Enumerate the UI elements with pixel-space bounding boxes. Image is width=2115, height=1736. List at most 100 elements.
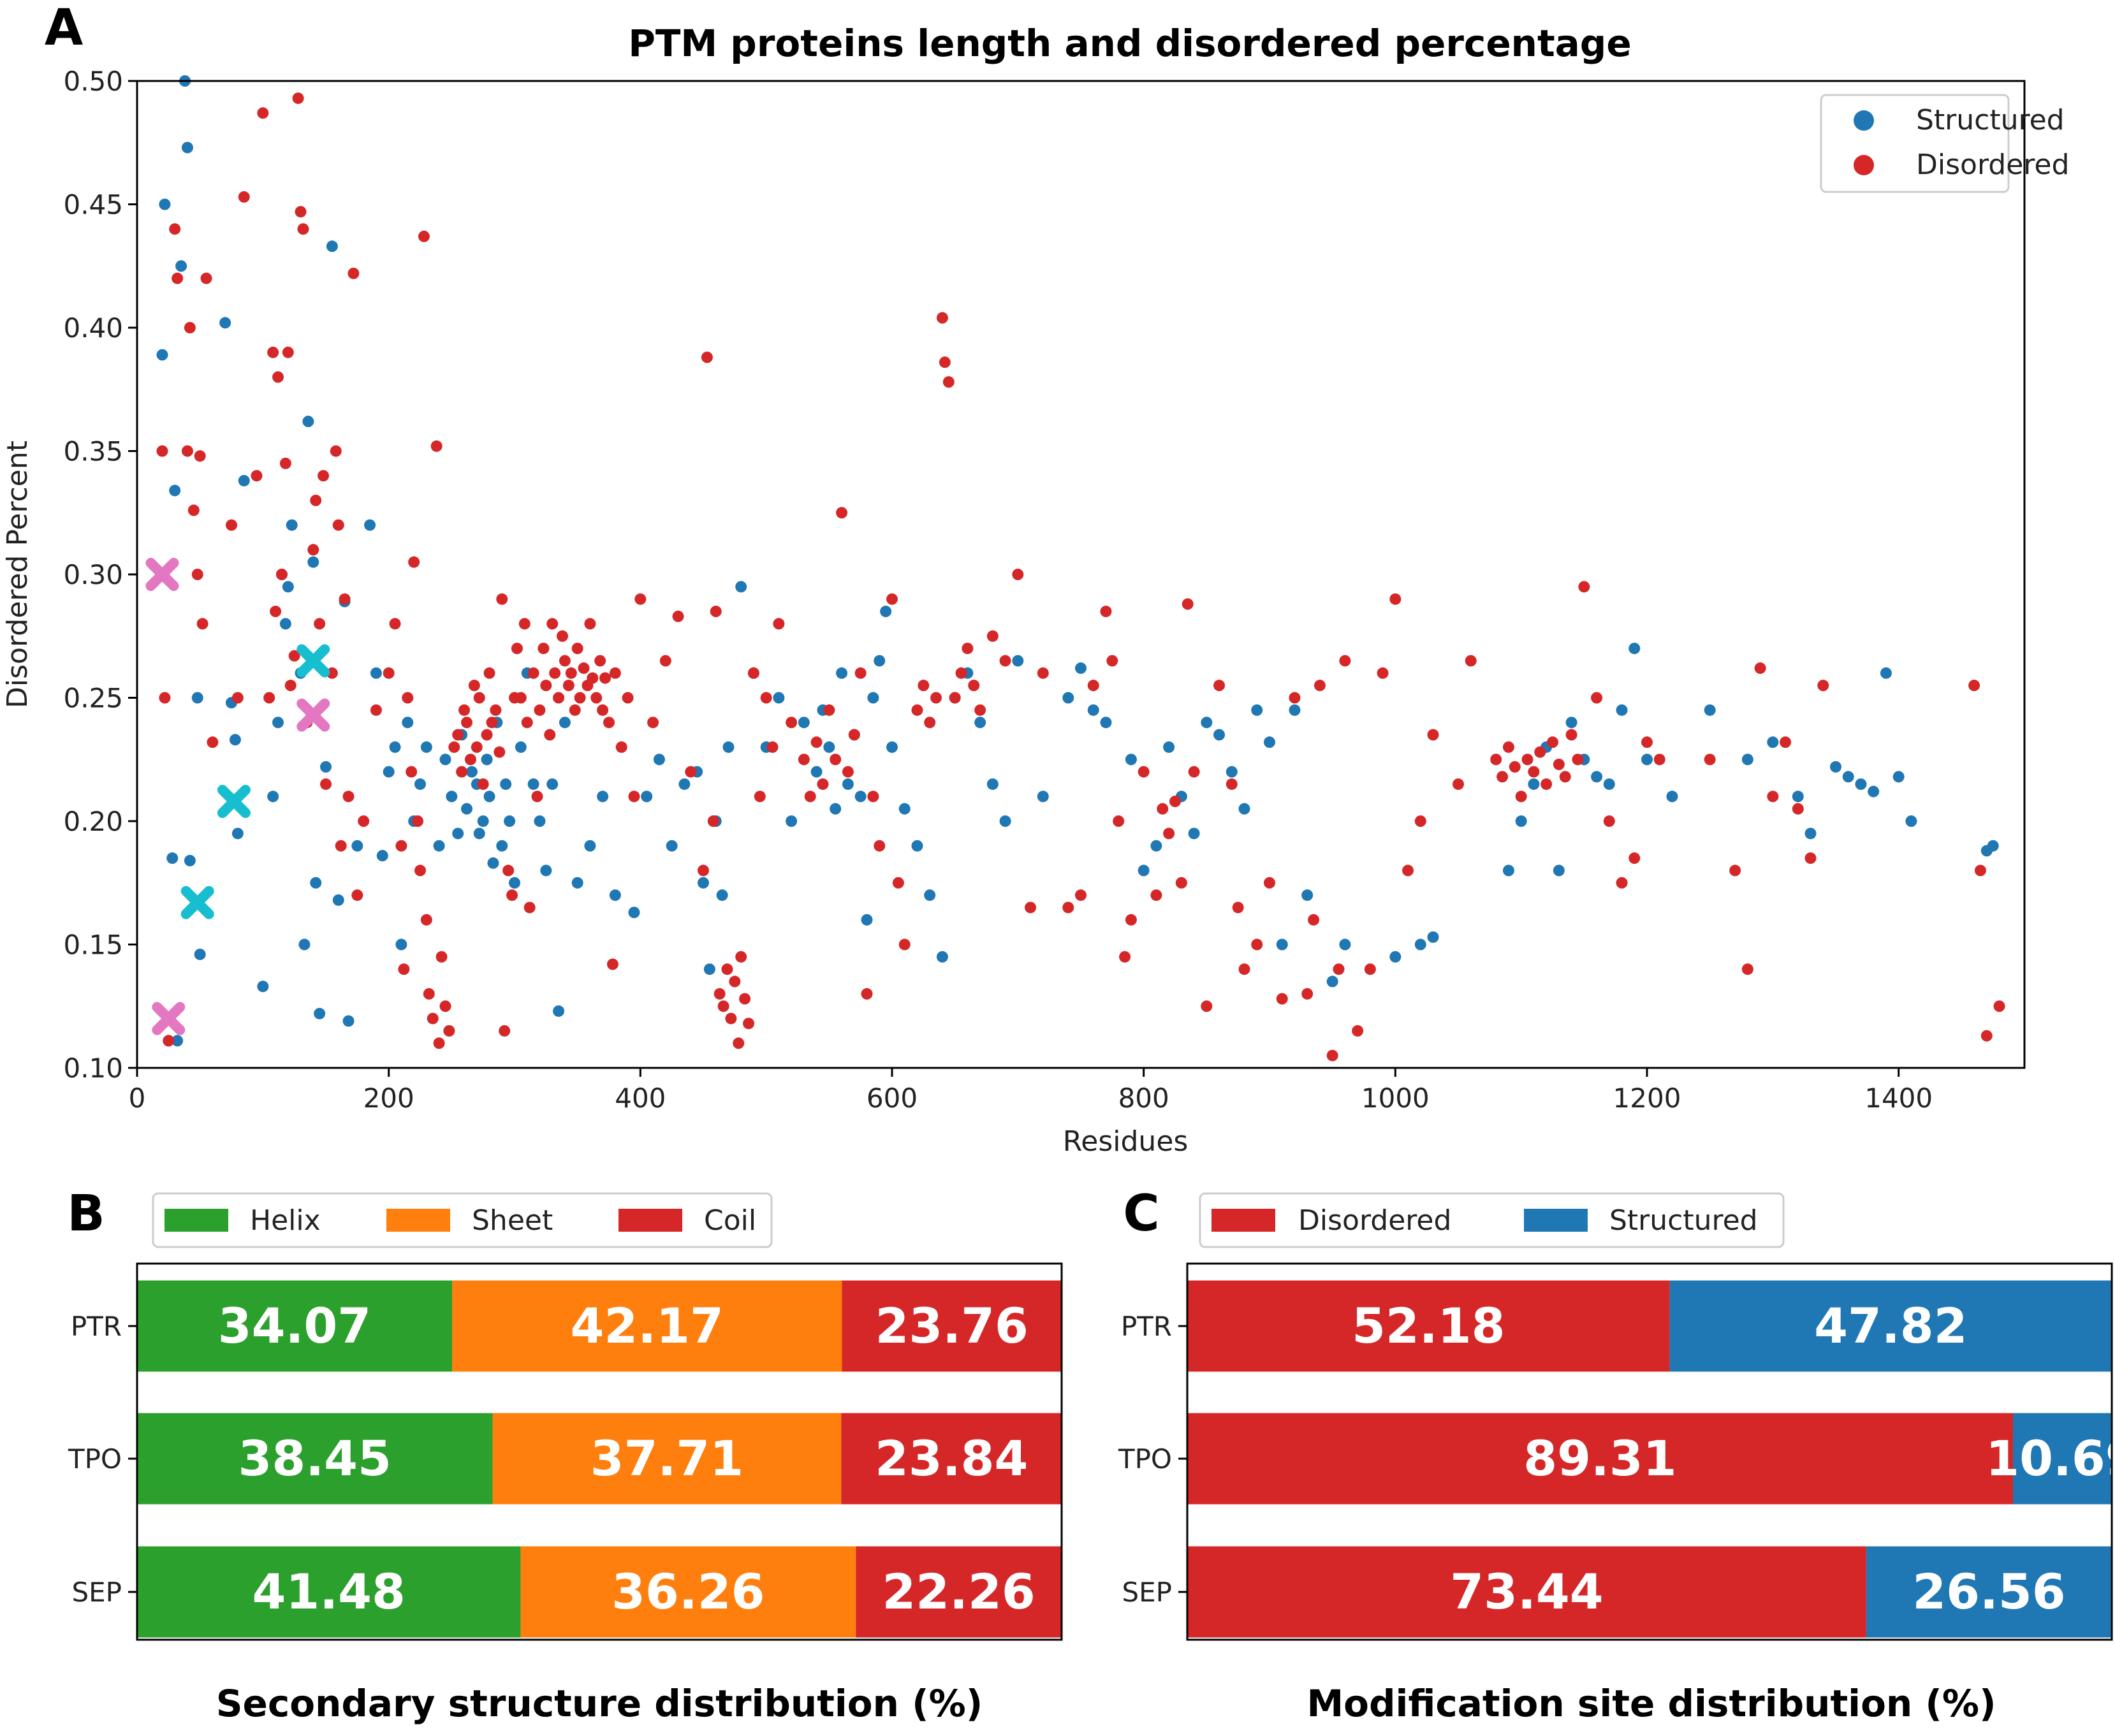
bar-helix-ptr [137,1280,453,1372]
structured-point [1628,643,1641,655]
disordered-point [760,692,772,704]
disordered-point [483,667,495,679]
disordered-point [1541,778,1553,790]
bar-coil-sep [856,1546,1062,1638]
disordered-point [1377,667,1389,679]
disordered-point [330,445,342,457]
bar-helix-sep [137,1546,521,1638]
category-label: PTR [1121,1311,1172,1342]
disordered-point [1075,889,1087,901]
disordered-point [1106,655,1118,667]
structured-point [446,791,458,803]
disordered-point [456,766,468,778]
structured-point [1238,803,1250,815]
structured-point [414,778,426,790]
structured-point [1502,864,1514,877]
structured-point [1741,754,1753,766]
structured-point [1842,771,1854,783]
disordered-point [159,692,171,704]
disordered-point [538,643,550,655]
structured-point [999,815,1011,827]
structured-point [1880,667,1892,679]
disordered-point [318,470,330,482]
legend-coil-label: Coil [704,1204,756,1237]
y-tick-label: 0.35 [63,436,123,467]
disordered-point [1037,667,1049,679]
panel-label-b: B [67,1185,105,1243]
structured-point [1704,704,1716,716]
disordered-point [496,593,508,605]
disordered-point [701,351,713,363]
structured-point [936,951,948,963]
disordered-point [267,346,279,358]
disordered-point [707,815,719,827]
disordered-point [861,988,873,1000]
structured-point [836,667,848,679]
disordered-point [187,504,200,516]
disordered-point [370,704,382,716]
disordered-point [721,963,733,975]
bar-value-label: 89.31 [1523,1430,1676,1487]
structured-point [194,948,206,960]
bars-c-frame [1186,1262,2113,1641]
disordered-point [1201,1000,1213,1012]
structured-point [571,877,583,889]
disordered-point [461,717,473,729]
disordered-point [930,692,942,704]
disordered-point [939,356,951,368]
structured-point [798,717,810,729]
structured-point [496,840,508,852]
disordered-point [714,988,726,1000]
disordered-point [332,519,344,531]
disordered-point [531,791,543,803]
structured-point [395,938,407,951]
disordered-point [1780,736,1792,748]
disordered-point [1591,692,1603,704]
disordered-point [1804,852,1817,864]
structured-point [628,907,640,919]
disordered-point [297,223,309,235]
structured-point [351,840,363,852]
bar-value-label: 41.48 [252,1563,406,1620]
structured-point [898,803,911,815]
disordered-point [307,544,319,556]
disordered-point [1603,815,1615,827]
legend-disordered-swatch [1211,1209,1275,1232]
structured-point [886,741,898,753]
y-tick-label: 0.10 [63,1053,123,1084]
structured-point [302,416,314,428]
disordered-point [1333,963,1345,975]
structured-point [515,741,527,753]
disordered-point [1528,766,1540,778]
structured-point [320,761,332,773]
disordered-point [1264,877,1275,889]
disordered-point [733,1037,745,1049]
structured-point [370,667,382,679]
disordered-point [647,717,659,729]
structured-point [861,914,873,926]
disordered-point [942,376,955,388]
structured-point [1037,791,1049,803]
disordered-point [553,692,565,704]
disordered-point [477,778,489,790]
structured-point [159,198,171,210]
disordered-point [468,680,480,692]
disordered-point [1974,864,1986,877]
disordered-point [263,692,275,704]
structured-point [1830,761,1841,773]
structured-point [1414,938,1426,951]
structured-point [703,963,715,975]
disordered-point [615,741,627,753]
disordered-point [1188,766,1200,778]
disordered-point [898,938,911,951]
disordered-point [1138,766,1150,778]
disordered-point [231,692,244,704]
disordered-point [874,840,886,852]
disordered-point [1414,815,1426,827]
structured-point [483,791,495,803]
structured-point [433,840,445,852]
disordered-point [1169,796,1181,808]
structured-point [1100,717,1112,729]
pink-x-marker [296,698,330,732]
structured-point [229,734,241,746]
